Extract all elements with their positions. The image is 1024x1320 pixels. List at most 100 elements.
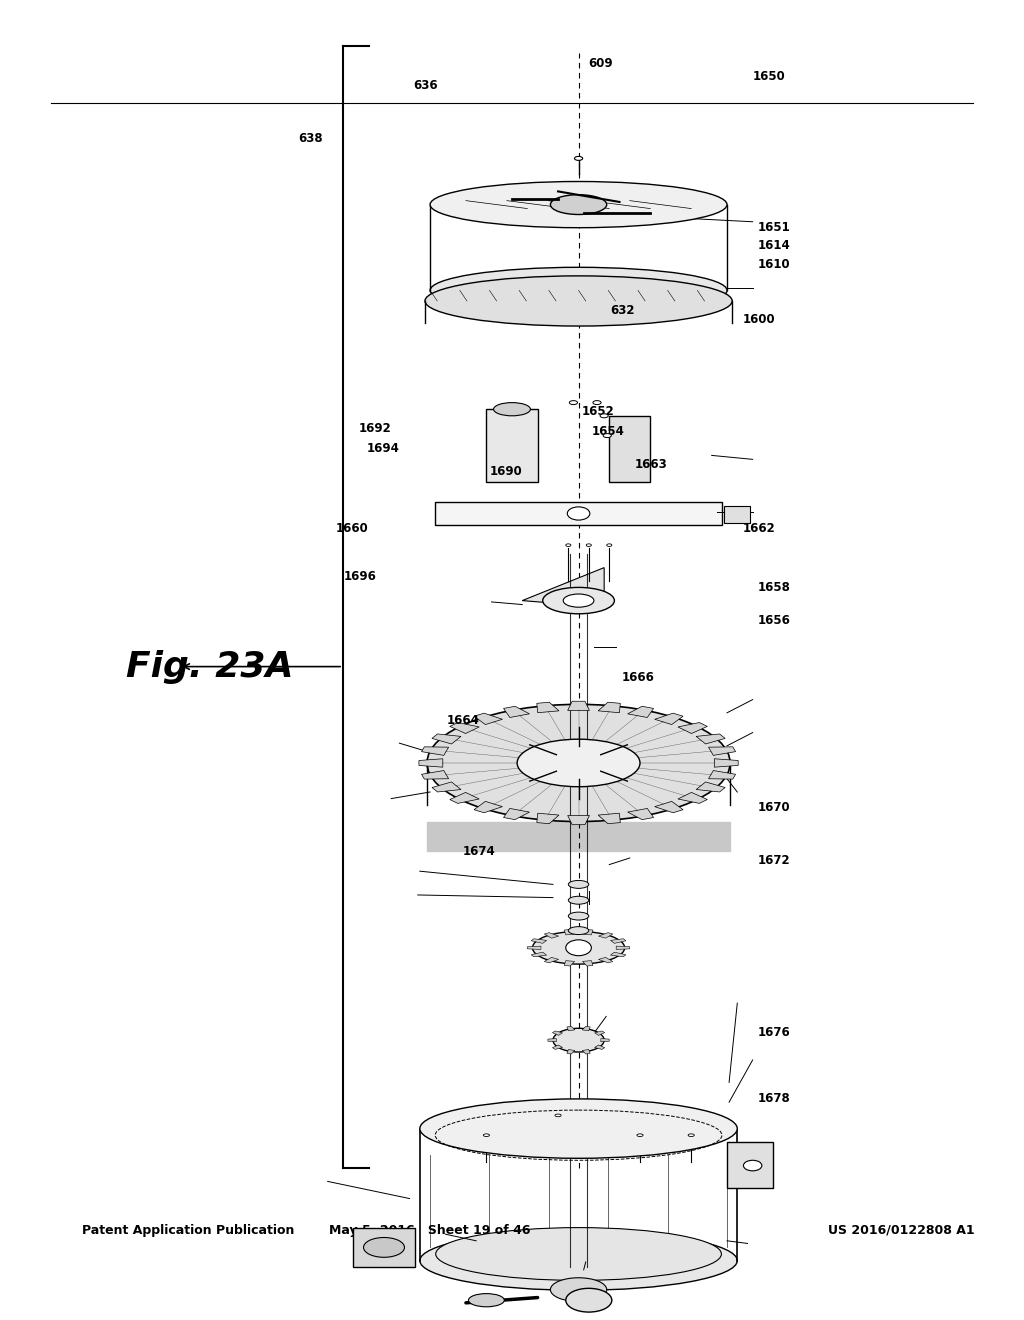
Polygon shape xyxy=(696,781,725,792)
Text: 1692: 1692 xyxy=(358,422,391,436)
Polygon shape xyxy=(537,813,559,824)
Polygon shape xyxy=(583,961,593,966)
Ellipse shape xyxy=(430,268,727,314)
Ellipse shape xyxy=(565,544,570,546)
Ellipse shape xyxy=(606,544,611,546)
Polygon shape xyxy=(616,946,630,949)
Polygon shape xyxy=(504,808,529,820)
Text: 1658: 1658 xyxy=(758,581,791,594)
Ellipse shape xyxy=(688,1134,694,1137)
Text: 609: 609 xyxy=(588,57,612,70)
Ellipse shape xyxy=(567,507,590,520)
Text: 1676: 1676 xyxy=(758,1026,791,1039)
Text: 1662: 1662 xyxy=(742,521,775,535)
Text: 1663: 1663 xyxy=(635,458,668,471)
Ellipse shape xyxy=(364,1237,404,1257)
Ellipse shape xyxy=(543,587,614,614)
Polygon shape xyxy=(601,1039,609,1041)
Bar xyxy=(724,506,750,523)
Polygon shape xyxy=(531,952,547,957)
Text: 1600: 1600 xyxy=(742,313,775,326)
Ellipse shape xyxy=(483,1134,489,1137)
Polygon shape xyxy=(610,939,626,944)
Polygon shape xyxy=(552,1031,562,1035)
Polygon shape xyxy=(567,816,590,825)
Text: 1670: 1670 xyxy=(758,801,791,814)
Text: 1652: 1652 xyxy=(582,405,614,418)
Polygon shape xyxy=(527,946,541,949)
Ellipse shape xyxy=(427,705,730,821)
Polygon shape xyxy=(567,701,590,710)
Text: 1650: 1650 xyxy=(753,70,785,83)
Text: 1696: 1696 xyxy=(344,570,377,583)
Polygon shape xyxy=(450,722,479,734)
Text: Patent Application Publication: Patent Application Publication xyxy=(82,1224,294,1237)
Ellipse shape xyxy=(603,433,611,438)
Polygon shape xyxy=(610,952,626,957)
Polygon shape xyxy=(567,1049,574,1053)
Polygon shape xyxy=(531,939,547,944)
Ellipse shape xyxy=(494,403,530,416)
Text: 1614: 1614 xyxy=(758,239,791,252)
Ellipse shape xyxy=(569,400,578,404)
Ellipse shape xyxy=(568,896,589,904)
Text: 632: 632 xyxy=(610,304,635,317)
Ellipse shape xyxy=(593,400,601,404)
Polygon shape xyxy=(567,1027,574,1031)
Polygon shape xyxy=(595,1031,605,1035)
Bar xyxy=(435,502,722,525)
Polygon shape xyxy=(432,781,461,792)
Text: 1672: 1672 xyxy=(758,854,791,867)
Ellipse shape xyxy=(553,1028,604,1052)
Text: 1678: 1678 xyxy=(758,1092,791,1105)
Ellipse shape xyxy=(637,1134,643,1137)
Polygon shape xyxy=(432,734,461,744)
Polygon shape xyxy=(450,792,479,804)
Polygon shape xyxy=(422,747,449,755)
Text: 1651: 1651 xyxy=(758,220,791,234)
Polygon shape xyxy=(422,771,449,779)
Polygon shape xyxy=(552,1045,562,1049)
Bar xyxy=(727,1142,773,1188)
Ellipse shape xyxy=(568,912,589,920)
Polygon shape xyxy=(654,801,683,813)
Ellipse shape xyxy=(568,880,589,888)
Polygon shape xyxy=(583,1049,590,1053)
Polygon shape xyxy=(537,702,559,713)
Polygon shape xyxy=(504,706,529,718)
Text: 1674: 1674 xyxy=(463,845,496,858)
Ellipse shape xyxy=(743,1160,762,1171)
Text: 1660: 1660 xyxy=(336,521,369,535)
Text: 1656: 1656 xyxy=(758,614,791,627)
Polygon shape xyxy=(628,706,653,718)
Text: 638: 638 xyxy=(298,132,323,145)
Polygon shape xyxy=(474,801,503,813)
Polygon shape xyxy=(522,568,604,607)
Polygon shape xyxy=(678,722,708,734)
Ellipse shape xyxy=(435,1228,721,1280)
Polygon shape xyxy=(583,929,593,935)
Polygon shape xyxy=(583,1027,590,1031)
Text: Fig. 23A: Fig. 23A xyxy=(126,649,294,684)
Ellipse shape xyxy=(565,940,591,956)
Polygon shape xyxy=(419,759,442,767)
Ellipse shape xyxy=(420,1230,737,1290)
Ellipse shape xyxy=(420,1098,737,1159)
Ellipse shape xyxy=(430,181,727,227)
Polygon shape xyxy=(548,1039,556,1041)
Ellipse shape xyxy=(600,413,608,417)
Ellipse shape xyxy=(532,932,625,964)
Ellipse shape xyxy=(586,544,591,546)
Bar xyxy=(353,1228,415,1267)
Polygon shape xyxy=(696,734,725,744)
Ellipse shape xyxy=(568,927,589,935)
Polygon shape xyxy=(598,957,612,962)
Ellipse shape xyxy=(425,276,732,326)
Polygon shape xyxy=(474,713,503,725)
Text: 1654: 1654 xyxy=(592,425,625,438)
Polygon shape xyxy=(598,702,621,713)
Bar xyxy=(609,416,650,482)
Bar xyxy=(486,409,538,482)
Text: 1694: 1694 xyxy=(367,442,399,455)
Ellipse shape xyxy=(565,1288,611,1312)
